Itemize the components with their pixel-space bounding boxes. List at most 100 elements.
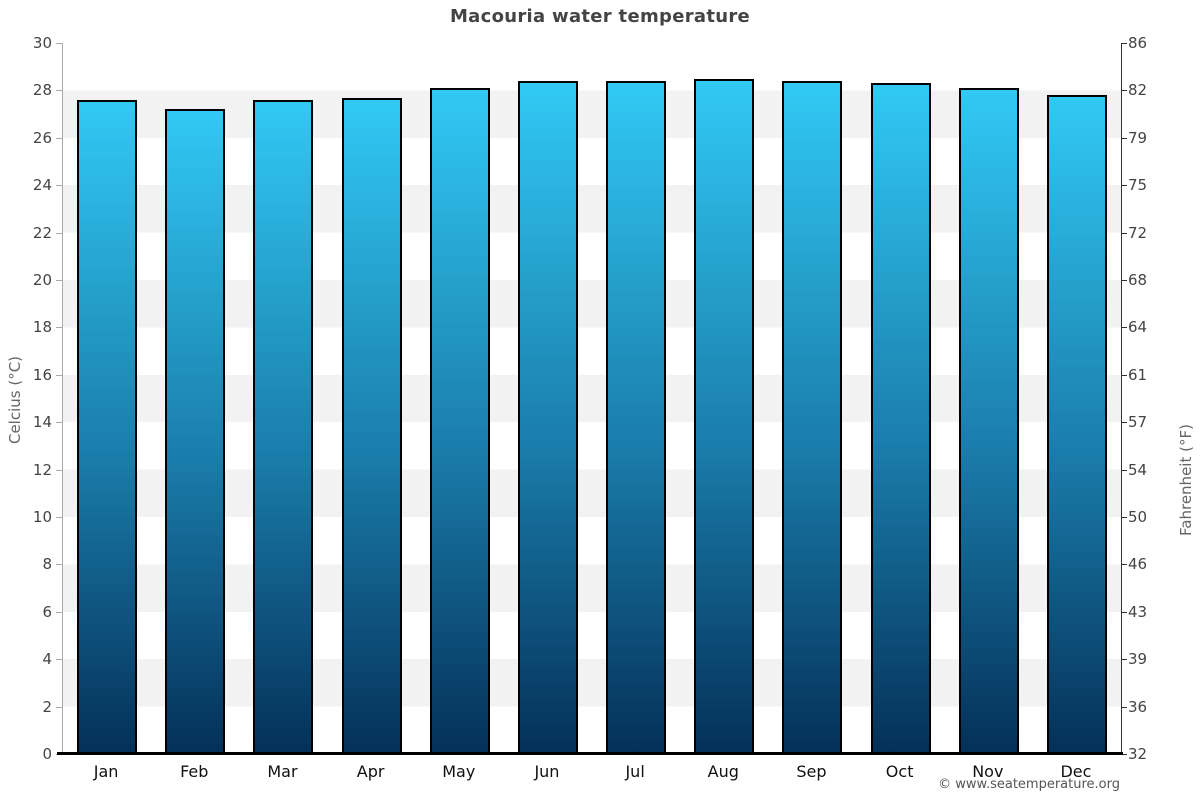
- bar-slot: [1033, 43, 1121, 754]
- bar-slot: [592, 43, 680, 754]
- month-label-feb: Feb: [180, 762, 209, 781]
- month-label-aug: Aug: [707, 762, 739, 781]
- bar-slot: [857, 43, 945, 754]
- ytick-right-46: 46: [1128, 555, 1148, 574]
- bar-slot: [945, 43, 1033, 754]
- tickmark-right: [1121, 706, 1127, 708]
- ytick-right-57: 57: [1128, 413, 1148, 432]
- y-axis-title-fahrenheit: Fahrenheit (°F): [1177, 424, 1195, 536]
- month-label-jul: Jul: [625, 762, 645, 781]
- ytick-left-30: 30: [32, 34, 52, 52]
- ytick-left-20: 20: [32, 271, 52, 289]
- month-label-sep: Sep: [796, 762, 827, 781]
- bar-dec: [1046, 95, 1107, 754]
- ytick-left-22: 22: [32, 223, 52, 242]
- ytick-right-79: 79: [1128, 128, 1148, 147]
- bar-may: [429, 88, 490, 754]
- bar-slot: [504, 43, 592, 754]
- ytick-right-68: 68: [1128, 271, 1148, 289]
- x-axis-month-labels: Jan Feb Mar Apr May Jun Jul Aug Sep Oct Nov Dec: [62, 762, 1120, 781]
- bar-slot: [239, 43, 327, 754]
- ytick-left-0: 0: [42, 745, 52, 763]
- ytick-right-54: 54: [1128, 460, 1148, 479]
- tickmark-left: [56, 611, 62, 613]
- ytick-right-32: 32: [1128, 745, 1148, 763]
- bar-apr: [341, 97, 402, 754]
- ytick-left-8: 8: [42, 555, 52, 574]
- tickmark-right: [1121, 185, 1127, 187]
- bar-slot: [63, 43, 151, 754]
- month-label-oct: Oct: [885, 762, 914, 781]
- ytick-left-26: 26: [32, 128, 52, 147]
- tickmark-left: [56, 43, 62, 44]
- bar-slot: [416, 43, 504, 754]
- ytick-left-14: 14: [32, 413, 52, 432]
- chart-title: Macouria water temperature: [449, 6, 751, 27]
- ytick-left-10: 10: [32, 508, 52, 526]
- ytick-left-6: 6: [42, 602, 52, 621]
- bar-jun: [517, 80, 578, 754]
- ytick-right-64: 64: [1128, 318, 1148, 337]
- month-label-jan: Jan: [93, 762, 119, 781]
- ytick-right-50: 50: [1128, 508, 1148, 526]
- bar-feb: [165, 109, 226, 754]
- tickmark-left: [56, 469, 62, 471]
- tickmark-right: [1121, 659, 1127, 661]
- tickmark-right: [1121, 280, 1127, 281]
- tickmark-right: [1121, 374, 1127, 376]
- month-label-dec: Dec: [1060, 762, 1092, 781]
- tickmark-right: [1121, 327, 1127, 329]
- tickmark-left: [56, 280, 62, 281]
- month-label-mar: Mar: [267, 762, 298, 781]
- tickmark-right: [1121, 137, 1127, 139]
- ytick-right-86: 86: [1128, 34, 1148, 52]
- bar-sep: [782, 80, 843, 754]
- tickmark-left: [56, 517, 62, 518]
- tickmark-left: [56, 374, 62, 376]
- bar-oct: [870, 83, 931, 754]
- ytick-right-75: 75: [1128, 176, 1148, 195]
- ytick-right-36: 36: [1128, 697, 1148, 716]
- bar-jul: [606, 80, 667, 754]
- copyright-credit-link[interactable]: © www.seatemperature.org: [938, 777, 1120, 792]
- ytick-left-2: 2: [42, 697, 52, 716]
- tickmark-right: [1121, 232, 1127, 234]
- ytick-left-12: 12: [32, 460, 52, 479]
- ytick-left-18: 18: [32, 318, 52, 337]
- ytick-right-43: 43: [1128, 602, 1148, 621]
- bar-slot: [680, 43, 768, 754]
- tickmark-left: [56, 90, 62, 92]
- tickmark-left: [56, 232, 62, 234]
- bar-nov: [958, 88, 1019, 754]
- tickmark-left: [56, 564, 62, 566]
- month-label-may: May: [442, 762, 476, 781]
- ytick-left-16: 16: [32, 365, 52, 384]
- bar-slot: [768, 43, 856, 754]
- ytick-left-28: 28: [32, 81, 52, 100]
- month-label-apr: Apr: [356, 762, 385, 781]
- bar-slot: [151, 43, 239, 754]
- bars: [63, 43, 1121, 754]
- tickmark-right: [1121, 517, 1127, 518]
- bar-jan: [77, 99, 138, 754]
- bar-aug: [694, 78, 755, 754]
- tickmark-left: [56, 422, 62, 424]
- bar-slot: [328, 43, 416, 754]
- y-axis-title-celsius: Celcius (°C): [6, 355, 24, 445]
- tickmark-left: [56, 706, 62, 708]
- tickmark-right: [1121, 564, 1127, 566]
- ytick-left-24: 24: [32, 176, 52, 195]
- tickmark-right: [1121, 754, 1127, 755]
- tickmark-left: [56, 185, 62, 187]
- tickmark-right: [1121, 422, 1127, 424]
- bar-mar: [253, 99, 314, 754]
- x-axis-line: [57, 752, 1123, 755]
- tickmark-right: [1121, 43, 1127, 44]
- month-label-nov: Nov: [972, 762, 1004, 781]
- tickmark-left: [56, 659, 62, 661]
- tickmark-left: [56, 137, 62, 139]
- tickmark-right: [1121, 469, 1127, 471]
- tickmark-right: [1121, 90, 1127, 92]
- ytick-right-39: 39: [1128, 650, 1148, 669]
